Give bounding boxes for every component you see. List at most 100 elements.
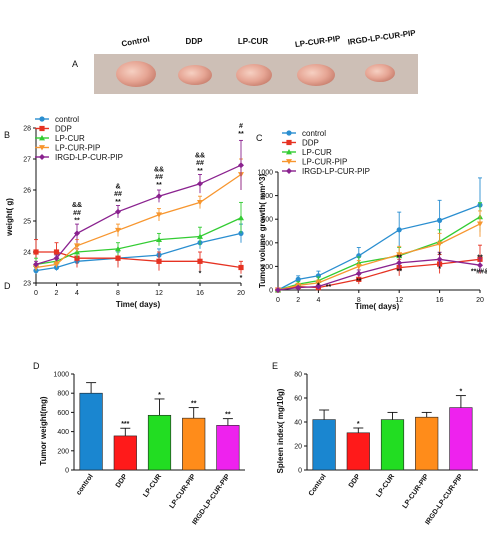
weight-chart-x-tick-12: 12 bbox=[155, 290, 163, 297]
weight-chart-legend-ddp-marker bbox=[39, 125, 45, 132]
tumor-weight-chart-bar-lp-cur-pip-label: LP-CUR-PIP bbox=[169, 473, 198, 510]
tumor-weight-chart-bar-irgd-lp-cur-pip-significance: ** bbox=[225, 412, 231, 419]
tumor-weight-chart-bar-lp-cur-pip-significance: ** bbox=[191, 401, 197, 408]
weight-chart-series-lp-cur-pip-point-16 bbox=[197, 200, 203, 206]
tumor-volume-chart-series-irgd-lp-cur-pip-point-12 bbox=[396, 259, 403, 266]
tumor-weight-chart-bar-lp-cur-label: LP-CUR bbox=[142, 473, 163, 499]
weight-chart-series-lp-cur-point-16 bbox=[197, 233, 203, 239]
weight-chart-series-lp-cur-point-8 bbox=[115, 245, 121, 252]
weight-chart-annotation-9: ** bbox=[197, 168, 203, 175]
weight-chart-annotation-7: ## bbox=[155, 174, 163, 181]
weight-chart-series-irgd-lp-cur-pip-point-12 bbox=[156, 193, 162, 200]
weight-chart-x-tick-2: 2 bbox=[55, 290, 59, 297]
tumor-irgd bbox=[365, 64, 395, 82]
tumor-lp-cur bbox=[236, 64, 272, 86]
tumor-weight-chart-bar-control bbox=[79, 392, 103, 471]
tumor-volume-chart-series-control-line bbox=[277, 204, 481, 291]
tumor-volume-chart-legend-irgd-lp-cur-pip-marker bbox=[286, 168, 292, 174]
tumor-volume-chart-x-tick-16: 16 bbox=[436, 297, 444, 304]
weight-chart-annotation-12: ** bbox=[238, 131, 244, 138]
weight-chart-series-irgd-lp-cur-pip-point-2 bbox=[53, 255, 60, 262]
tumor-volume-chart-series-irgd-lp-cur-pip-point-16 bbox=[436, 256, 443, 263]
photo-panel-letter: A bbox=[72, 59, 78, 69]
tumor-volume-chart-series-irgd-lp-cur-pip-point-8 bbox=[355, 270, 362, 277]
tumor-volume-chart-series-lp-cur-pip-line bbox=[277, 223, 481, 291]
tumor-weight-chart-y-tick-400: 400 bbox=[57, 429, 69, 436]
tumor-volume-chart-y-tick-600: 600 bbox=[261, 217, 273, 224]
spleen-index-chart-y-tick-0: 0 bbox=[298, 468, 302, 475]
tumor-volume-chart-ylabel: Tumor volume growth( mm^3) bbox=[258, 174, 267, 289]
tumor-volume-chart-legend-ddp-label: DDP bbox=[302, 139, 319, 148]
weight-chart-annotation-0: ** bbox=[74, 218, 80, 225]
tumor-volume-chart-legend-lp-cur-marker bbox=[286, 149, 292, 155]
weight-chart-x-tick-0: 0 bbox=[34, 290, 38, 297]
tumor-volume-chart-x-tick-20: 20 bbox=[476, 297, 484, 304]
weight-chart-annotation-11: && bbox=[195, 152, 205, 159]
weight-chart-series-irgd-lp-cur-pip-point-16 bbox=[197, 180, 203, 187]
weight-chart-annotation-3: ** bbox=[115, 199, 121, 206]
weight-chart-annotation-4: ## bbox=[114, 191, 122, 198]
weight-chart-annotation-15: * bbox=[240, 275, 243, 282]
weight-chart-legend-lp-cur-label: LP-CUR bbox=[55, 134, 85, 143]
spleen-index-chart-y-tick-60: 60 bbox=[294, 396, 302, 403]
spleen-index-chart-bar-lp-cur-label: LP-CUR bbox=[375, 473, 396, 499]
spleen-index-chart-bar-control-label: Control bbox=[308, 473, 328, 497]
tumor-volume-chart-annotation-4: ** bbox=[396, 268, 402, 275]
weight-chart-legend-control-marker bbox=[39, 116, 45, 122]
tumor-volume-chart-series-control-point-12 bbox=[396, 227, 402, 233]
spleen-index-chart-bar-ddp-significance: * bbox=[357, 421, 360, 428]
tumor-control bbox=[116, 61, 156, 87]
tumor-volume-chart-annotation-2: ** bbox=[356, 278, 362, 285]
weight-chart-y-tick-27: 27 bbox=[23, 157, 31, 164]
tumor-volume-chart-legend-lp-cur-pip-marker bbox=[286, 159, 292, 165]
tumor-volume-chart-series-irgd-lp-cur-pip-point-20 bbox=[477, 262, 483, 269]
tumor-volume-chart-x-tick-12: 12 bbox=[395, 297, 403, 304]
tumor-volume-chart-series-lp-cur-pip-point-4 bbox=[315, 280, 322, 286]
tumor-weight-chart-bar-irgd-lp-cur-pip bbox=[216, 425, 240, 471]
tumor-weight-chart-bar-control-label: control bbox=[75, 473, 94, 496]
weight-chart-series-lp-cur-line bbox=[35, 217, 242, 266]
tumor-weight-chart-bar-ddp bbox=[113, 435, 137, 471]
tumor-volume-chart-xlabel: Time( days) bbox=[355, 302, 400, 311]
tumor-weight-chart-y-tick-200: 200 bbox=[57, 448, 69, 455]
weight-chart-xlabel: Time( days) bbox=[116, 300, 161, 309]
tumor-volume-chart-legend-control-marker bbox=[286, 130, 292, 136]
tumor-volume-chart-series-ddp-point-8 bbox=[356, 276, 362, 282]
tumor-lp-cur-pip bbox=[297, 64, 335, 86]
spleen-index-chart-y-tick-80: 80 bbox=[294, 372, 302, 379]
tumor-weight-chart-bar-ddp-significance: *** bbox=[121, 421, 129, 428]
weight-chart-series-irgd-lp-cur-pip-line bbox=[35, 164, 242, 266]
tumor-volume-chart-series-irgd-lp-cur-pip-point-2 bbox=[295, 284, 302, 291]
weight-chart-series-ddp-point-2 bbox=[53, 249, 60, 255]
weight-chart-legend-lp-cur-pip-marker bbox=[39, 145, 45, 151]
tumor-volume-chart-annotation-8: **##& bbox=[471, 268, 487, 275]
weight-chart-series-irgd-lp-cur-pip-point-8 bbox=[115, 208, 121, 215]
weight-chart-y-tick-26: 26 bbox=[23, 188, 31, 195]
tumor-volume-chart-series-lp-cur-pip-point-20 bbox=[477, 221, 483, 227]
weight-chart-series-lp-cur-point-12 bbox=[156, 236, 162, 242]
tumor-ddp bbox=[178, 65, 212, 85]
tumor-volume-chart-x-tick-0: 0 bbox=[276, 297, 280, 304]
tumor-volume-chart-series-control-point-2 bbox=[295, 276, 301, 282]
tumor-volume-chart-letter: C bbox=[256, 133, 263, 143]
weight-chart-letter: B bbox=[4, 130, 10, 140]
tumor-weight-chart-y-tick-600: 600 bbox=[57, 410, 69, 417]
tumor-volume-chart-x-tick-8: 8 bbox=[357, 297, 361, 304]
tumor-weight-chart-letter: D bbox=[33, 361, 40, 371]
weight-chart-ylabel: weight( g) bbox=[5, 198, 14, 237]
weight-chart-series-lp-cur-pip-point-2 bbox=[53, 262, 60, 268]
weight-chart-annotation-10: ## bbox=[196, 160, 204, 167]
tumor-volume-chart-x-tick-4: 4 bbox=[316, 297, 320, 304]
tumor-volume-chart-legend-lp-cur-label: LP-CUR bbox=[302, 148, 332, 157]
tumor-volume-chart-y-tick-200: 200 bbox=[261, 264, 273, 271]
photo-label-irgd: IRGD-LP-CUR-PIP bbox=[347, 28, 417, 47]
tumor-volume-chart-series-lp-cur-pip-point-16 bbox=[436, 241, 443, 247]
spleen-index-chart-bar-irgd-lp-cur-pip-label: IRGD-LP-CUR-PIP bbox=[424, 473, 464, 526]
weight-chart-y-tick-25: 25 bbox=[23, 219, 31, 226]
tumor-volume-chart-series-ddp-line bbox=[277, 258, 481, 291]
tumor-weight-chart-y-tick-1000: 1000 bbox=[53, 372, 69, 379]
weight-chart-annotation-2: && bbox=[72, 202, 82, 209]
spleen-index-chart-bar-irgd-lp-cur-pip bbox=[449, 407, 473, 471]
weight-chart-series-lp-cur-pip-point-8 bbox=[115, 227, 121, 234]
